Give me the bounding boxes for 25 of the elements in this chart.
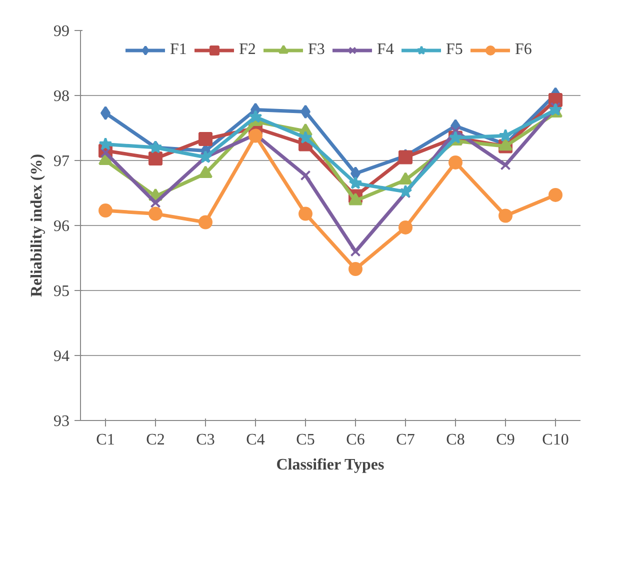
- y-tick-label: 98: [54, 88, 70, 105]
- y-tick-label: 96: [54, 218, 70, 235]
- legend-label: F4: [377, 41, 395, 59]
- y-tick-label: 94: [54, 348, 70, 365]
- legend-label: F3: [308, 41, 326, 59]
- legend-label: F1: [170, 41, 188, 59]
- y-tick-label: 93: [54, 413, 70, 430]
- x-tick-label: C10: [542, 432, 569, 448]
- y-tick-label: 99: [54, 23, 70, 40]
- x-tick-label: C9: [496, 432, 515, 448]
- x-tick-label: C8: [446, 432, 465, 448]
- x-tick-label: C7: [396, 432, 415, 448]
- legend-label: F6: [515, 41, 533, 59]
- x-tick-label: C1: [96, 432, 115, 448]
- y-tick-label: 97: [54, 153, 70, 170]
- x-tick-label: C2: [146, 432, 165, 448]
- legend-label: F2: [239, 41, 257, 59]
- x-tick-label: C6: [346, 432, 365, 448]
- x-tick-label: C4: [246, 432, 265, 448]
- legend-label: F5: [446, 41, 464, 59]
- x-tick-label: C3: [196, 432, 215, 448]
- x-axis-title: Classifier Types: [276, 456, 384, 474]
- y-axis-title: Reliability index (%): [28, 154, 46, 298]
- y-tick-label: 95: [54, 283, 70, 300]
- x-tick-label: C5: [296, 432, 315, 448]
